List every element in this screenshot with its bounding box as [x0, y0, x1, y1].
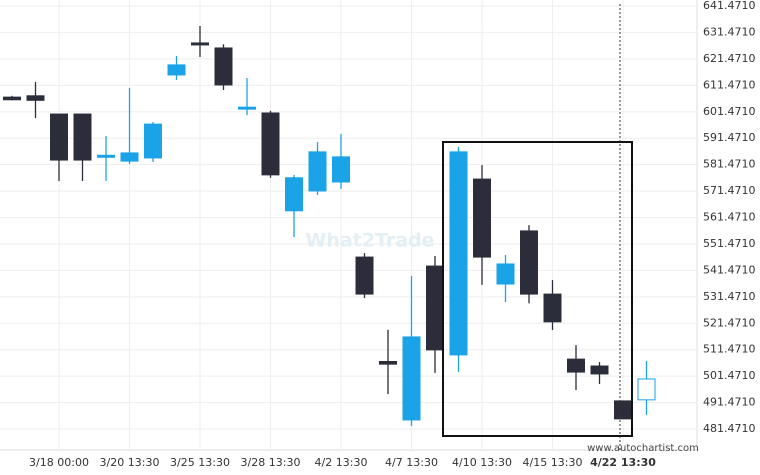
candle-body	[637, 378, 656, 401]
candles	[3, 26, 656, 427]
x-tick-label: 4/7 13:30	[385, 456, 438, 469]
candle-body	[308, 151, 327, 192]
candle-body	[355, 256, 374, 295]
y-tick-label: 591.4710	[703, 131, 756, 144]
candle-body	[167, 64, 186, 76]
candle-body	[473, 178, 491, 258]
x-tick-label: 4/2 13:30	[315, 456, 368, 469]
y-tick-label: 601.4710	[703, 105, 756, 118]
y-tick-label: 631.4710	[703, 25, 756, 38]
x-tick-label: 3/28 13:30	[241, 456, 301, 469]
candle-body	[214, 47, 233, 86]
candle-body	[73, 113, 92, 161]
pattern-box	[442, 141, 633, 437]
y-tick-label: 531.4710	[703, 290, 756, 303]
watermark: What2Trade	[305, 230, 434, 252]
candle-body	[520, 230, 538, 295]
candle-body	[332, 156, 350, 183]
x-tick-label: 3/20 13:30	[100, 456, 160, 469]
candle-body	[97, 154, 115, 158]
candle-body	[238, 106, 256, 110]
y-tick-label: 561.4710	[703, 211, 756, 224]
y-tick-label: 501.4710	[703, 369, 756, 382]
y-tick-label: 481.4710	[703, 422, 756, 435]
candle-body	[379, 361, 397, 365]
y-tick-label: 511.4710	[703, 343, 756, 356]
candle-body	[402, 336, 421, 421]
candle-body	[614, 400, 632, 420]
candle-body	[120, 152, 139, 162]
candle-body	[567, 358, 585, 373]
candle-body	[144, 123, 162, 159]
candle-body	[261, 112, 280, 176]
y-tick-label: 581.4710	[703, 158, 756, 171]
x-tick-label: 3/18 00:00	[29, 456, 89, 469]
y-tick-label: 611.4710	[703, 78, 756, 91]
y-tick-label: 621.4710	[703, 52, 756, 65]
candle-body	[426, 265, 444, 351]
candle-body	[449, 151, 468, 356]
candle-body	[590, 365, 609, 375]
candle-body	[50, 113, 68, 161]
candle-body	[26, 95, 45, 101]
y-tick-label: 521.4710	[703, 316, 756, 329]
x-tick-label: 3/25 13:30	[170, 456, 230, 469]
source: www.autochartist.com	[587, 443, 699, 454]
candle-body	[285, 177, 303, 212]
x-tick-label: 4/15 13:30	[523, 456, 583, 469]
y-tick-label: 571.4710	[703, 184, 756, 197]
grid	[0, 0, 697, 450]
y-tick-label: 541.4710	[703, 263, 756, 276]
candle-body	[191, 42, 209, 46]
y-tick-label: 551.4710	[703, 237, 756, 250]
candle-body	[496, 263, 515, 285]
y-tick-label: 491.4710	[703, 396, 756, 409]
x-tick-label: 4/10 13:30	[452, 456, 512, 469]
x-tick-label: 4/22 13:30	[590, 456, 656, 469]
y-tick-label: 641.4710	[703, 0, 756, 12]
candle-body	[543, 293, 562, 323]
candle-body	[3, 96, 21, 101]
